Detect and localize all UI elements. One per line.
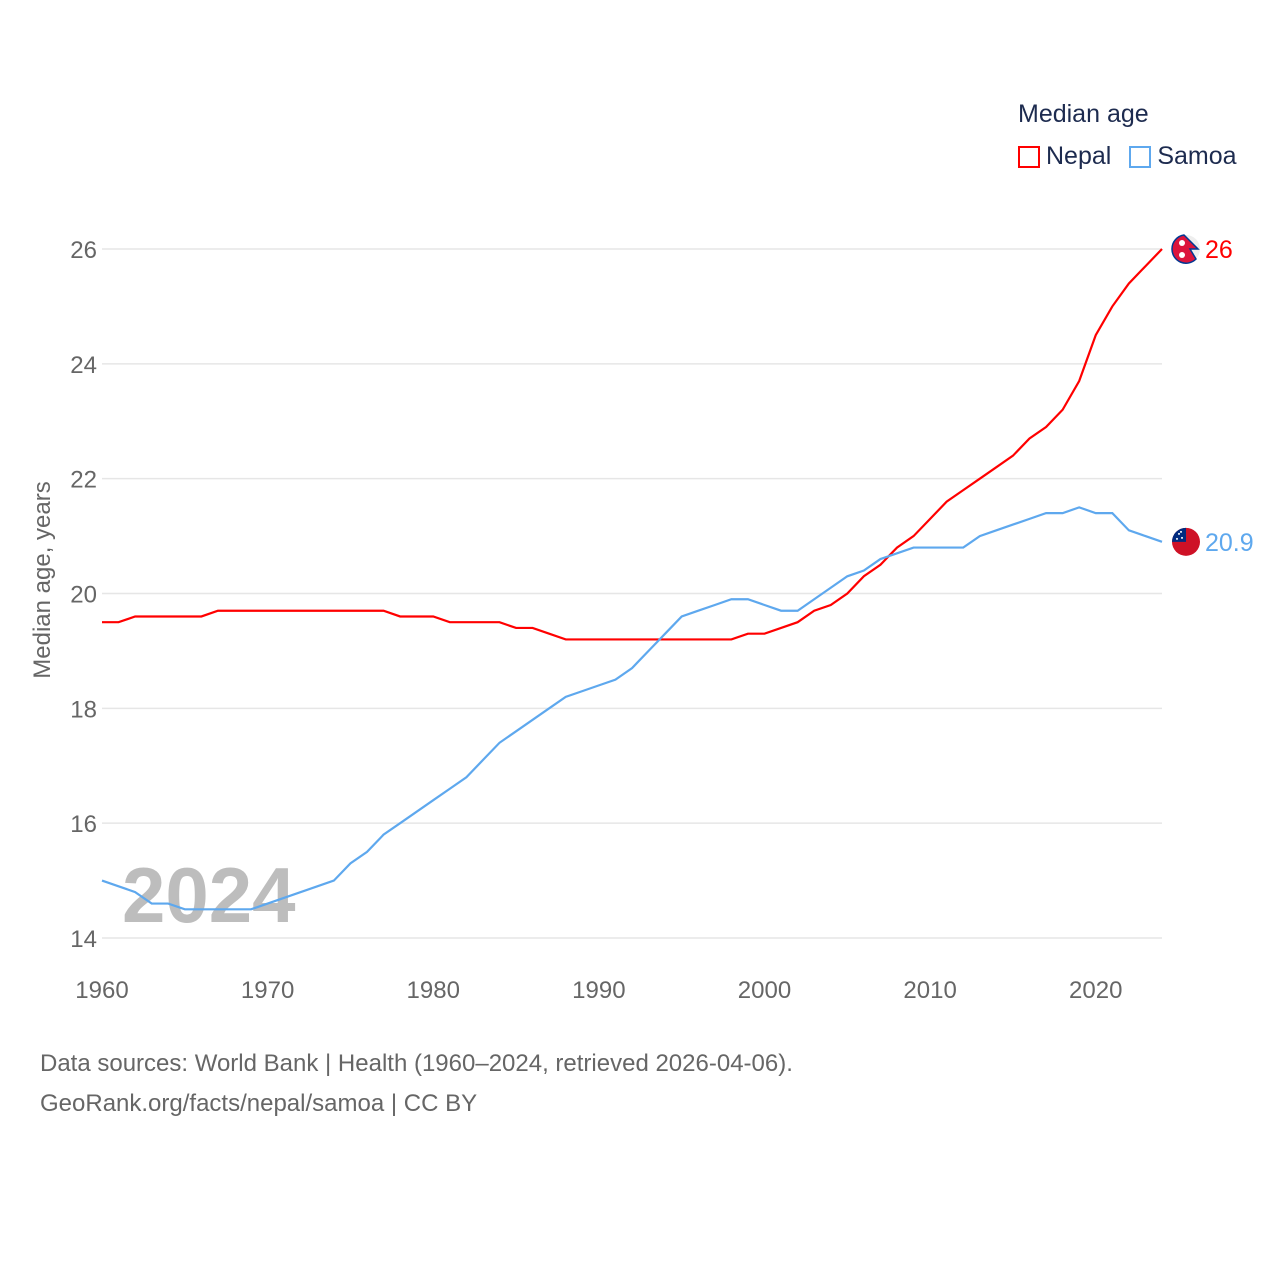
legend-label-nepal: Nepal (1046, 142, 1112, 170)
x-tick-label: 2000 (738, 977, 791, 1004)
year-watermark: 2024 (122, 851, 296, 939)
y-tick-label: 20 (70, 582, 97, 609)
nepal-end-value-label: 26 (1205, 236, 1233, 264)
legend-swatch-nepal (1018, 145, 1040, 168)
x-tick-label: 1990 (572, 977, 625, 1004)
x-tick-label: 1960 (75, 977, 128, 1004)
legend-label-samoa: Samoa (1157, 142, 1237, 170)
samoa-end-value-label: 20.9 (1205, 529, 1254, 557)
footer: Data sources: World Bank | Health (1960–… (40, 1044, 793, 1124)
attribution-link[interactable]: GeoRank.org/facts/nepal/samoa | CC BY (40, 1090, 478, 1117)
series-line-samoa (101, 506, 1163, 911)
series-line-nepal (102, 248, 1163, 641)
x-tick-label: 1980 (407, 977, 460, 1004)
legend: Nepal Samoa (1018, 142, 1237, 171)
legend-title: Median age (1018, 100, 1149, 128)
x-tick-label: 2020 (1069, 977, 1122, 1004)
y-tick-label: 16 (70, 811, 97, 838)
y-tick-label: 14 (70, 926, 97, 953)
y-tick-label: 18 (70, 696, 97, 723)
x-tick-label: 2010 (903, 977, 956, 1004)
nepal-flag-icon (1171, 234, 1200, 264)
legend-item-samoa[interactable]: Samoa (1129, 142, 1237, 171)
samoa-flag-icon (1172, 527, 1200, 556)
y-tick-label: 26 (70, 237, 97, 264)
y-tick-label: 24 (70, 352, 97, 379)
y-tick-label: 22 (70, 467, 97, 494)
y-axis-label: Median age, years (29, 481, 56, 678)
legend-item-nepal[interactable]: Nepal (1018, 142, 1111, 171)
data-source-note: Data sources: World Bank | Health (1960–… (40, 1050, 793, 1077)
x-tick-label: 1970 (241, 977, 294, 1004)
legend-swatch-samoa (1129, 145, 1152, 168)
